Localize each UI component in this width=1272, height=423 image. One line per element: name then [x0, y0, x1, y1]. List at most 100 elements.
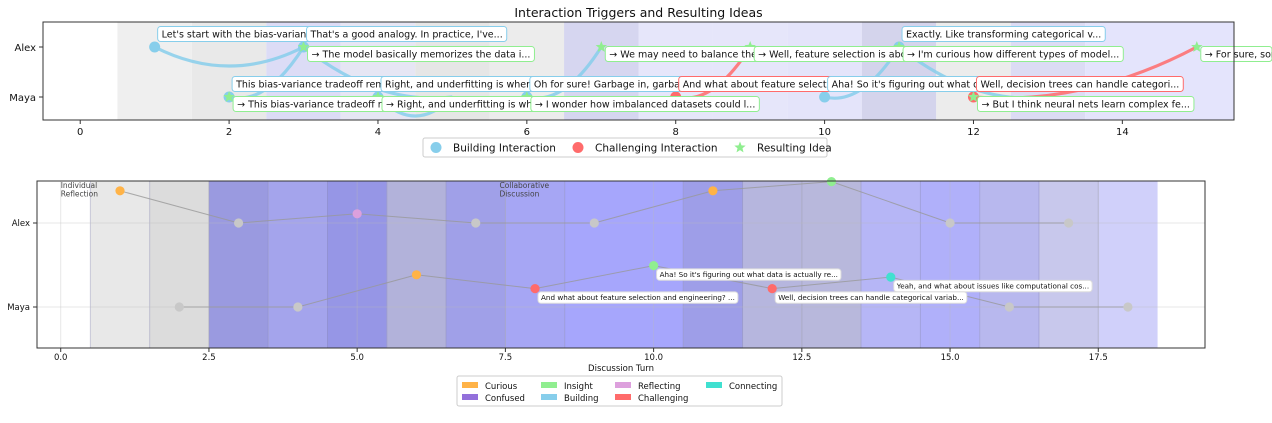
state-point: [945, 218, 955, 228]
legend-label: Curious: [485, 382, 518, 392]
phase-band: [564, 181, 684, 348]
state-point: [115, 186, 125, 196]
phase-band: [742, 181, 802, 348]
idea-label: → For sure, some o...: [1200, 45, 1272, 63]
interaction-triggers-chart: Interaction Triggers and Resulting Ideas…: [9, 5, 1272, 158]
legend-label: Connecting: [729, 382, 777, 392]
y-tick-label: Alex: [14, 43, 36, 54]
phase-band: [920, 181, 980, 348]
phase-band: [268, 181, 328, 348]
idea-label: → But I think neural nets learn complex …: [976, 95, 1195, 113]
svg-text:Aha! So it's figuring out what: Aha! So it's figuring out what data is a…: [660, 270, 838, 279]
axes-frame-2: [36, 180, 1206, 349]
phase-band: [208, 181, 269, 348]
phase-band: [1038, 181, 1099, 348]
legend-label: Challenging: [638, 394, 688, 404]
legend-swatch: [541, 394, 557, 400]
x-tick-label: 5.0: [350, 353, 364, 363]
phase-band: [90, 181, 150, 348]
svg-text:Aha! So it's figuring out what: Aha! So it's figuring out what data...: [832, 79, 1004, 90]
svg-text:That's a good analogy. In prac: That's a good analogy. In practice, I've…: [310, 29, 503, 40]
svg-text:→ This bias-variance tradeoff: → This bias-variance tradeoff remi...: [237, 99, 408, 110]
phase-band: [386, 181, 447, 348]
legend-label: Insight: [564, 382, 593, 392]
idea-label: → I wonder how imbalanced datasets could…: [530, 95, 760, 113]
idea-label: → This bias-variance tradeoff remi...: [232, 95, 413, 113]
legend-label: Building: [564, 394, 598, 404]
svg-text:→ I wonder how imbalanced data: → I wonder how imbalanced datasets could…: [535, 99, 756, 110]
legend-swatch: [462, 394, 478, 400]
state-point: [826, 177, 837, 187]
svg-text:And what about feature selecti: And what about feature selection...: [683, 79, 850, 90]
phase-band: [327, 181, 387, 348]
phase-band: [801, 181, 862, 348]
x-tick-label: 17.5: [1089, 353, 1108, 363]
svg-text:→ We may need to balance the c: → We may need to balance the c...: [609, 49, 774, 60]
x-tick-label: 10: [818, 127, 831, 138]
phase-band: [446, 181, 506, 348]
state-point: [411, 270, 422, 280]
svg-text:→ I'm curious how different ty: → I'm curious how different types of mod…: [907, 49, 1119, 60]
legend-marker: [572, 142, 584, 153]
x-tick-label: 4: [375, 127, 381, 138]
axes-frame-1: [42, 21, 1235, 121]
y-tick-label: Maya: [9, 93, 36, 104]
svg-text:Right, and underfitting is whe: Right, and underfitting is when the...: [385, 79, 560, 90]
legend-1: Building Interaction Challenging Interact…: [422, 137, 832, 158]
svg-text:Let's start with the bias-vari: Let's start with the bias-variance tr...: [162, 29, 337, 40]
idea-label: → The model basically memorizes the data…: [307, 45, 535, 63]
state-point: [1004, 302, 1014, 312]
interaction-label: Exactly. Like transforming categorical v…: [901, 25, 1106, 43]
interaction-point: [149, 41, 161, 53]
idea-star: [595, 41, 607, 52]
legend-marker: [734, 141, 746, 153]
x-tick-label: 10.0: [644, 353, 663, 363]
x-tick-label: 2.5: [202, 353, 216, 363]
legend-label: Reflecting: [638, 382, 681, 392]
x-tick-label: 12.5: [792, 353, 811, 363]
legend-swatch: [615, 382, 631, 388]
state-point: [530, 284, 540, 294]
discussion-turn-chart: Individual Reflection Collaborative Discuss…: [7, 177, 1206, 407]
phase-band: [505, 181, 565, 348]
legend-label: Resulting Idea: [757, 143, 832, 155]
state-point: [767, 284, 777, 294]
x-tick-label: 0.0: [54, 353, 68, 363]
x-tick-label: 8: [673, 127, 679, 138]
state-point: [233, 218, 244, 228]
x-tick-label: 7.5: [499, 353, 513, 363]
legend-swatch: [462, 382, 478, 388]
phase-label: Individual Reflection: [61, 181, 99, 199]
phase-label-line: Discussion: [499, 190, 539, 199]
interaction-curve: [153, 45, 305, 68]
x-tick-label: 15.0: [941, 353, 960, 363]
interaction-label: Well, decision trees can handle categori…: [975, 75, 1184, 93]
phase-band: [149, 181, 209, 348]
x-axis-label: Discussion Turn: [588, 364, 654, 374]
phase-label: Collaborative Discussion: [499, 181, 549, 199]
x-tick-label: 12: [967, 127, 980, 138]
state-point: [471, 218, 481, 228]
phase-band: [683, 181, 743, 348]
idea-label: → I'm curious how different types of mod…: [902, 45, 1124, 63]
phase-band: [861, 181, 921, 348]
x-tick-label: 6: [524, 127, 530, 138]
legend-swatch: [706, 382, 722, 388]
state-point: [293, 302, 303, 312]
svg-text:Oh for sure! Garbage in, garba: Oh for sure! Garbage in, garbage...: [534, 79, 701, 90]
state-point: [352, 209, 362, 219]
state-point: [1064, 218, 1074, 228]
interaction-label: Aha! So it's figuring out what data...: [827, 75, 1009, 93]
interaction-label: That's a good analogy. In practice, I've…: [306, 25, 508, 43]
interaction-label: This bias-variance tradeoff remi...: [231, 75, 401, 93]
svg-text:Exactly. Like transforming cat: Exactly. Like transforming categorical v…: [906, 29, 1101, 40]
y-tick-label: Maya: [7, 303, 30, 313]
annotation-label: Yeah, and what about issues like computa…: [893, 279, 1093, 293]
svg-text:→ Well, feature selection is a: → Well, feature selection is abou...: [758, 49, 921, 60]
svg-text:Well, decision trees can handl: Well, decision trees can handle categori…: [980, 79, 1179, 90]
legend-marker: [430, 142, 442, 153]
phase-band: [787, 22, 862, 120]
idea-label: → Well, feature selection is abou...: [753, 45, 927, 63]
state-point: [886, 272, 896, 282]
